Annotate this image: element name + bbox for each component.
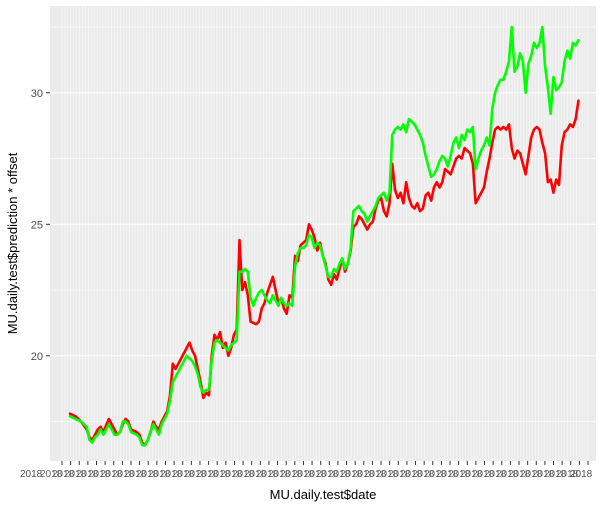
x-tick-label-overlap: 2018 — [160, 469, 183, 480]
x-tick-label-overlap: 2018 — [172, 469, 195, 480]
x-tick-label-overlap: 2018 — [76, 469, 99, 480]
x-tick-label-overlap: 2018 — [100, 469, 123, 480]
x-tick-label: 2018 — [570, 469, 593, 480]
x-tick-label-overlap: 2018 — [292, 469, 315, 480]
x-tick-label-overlap: 2018 — [508, 469, 531, 480]
x-tick-label-overlap: 2018 — [64, 469, 87, 480]
x-tick-label-overlap: 2018 — [472, 469, 495, 480]
x-tick-label-overlap: 2018 — [244, 469, 267, 480]
series-line-green — [68, 25, 580, 447]
x-tick-label-overlap: 2018 — [520, 469, 543, 480]
major-grid — [50, 92, 596, 357]
x-tick-label-overlap: 2018 — [280, 469, 303, 480]
x-tick-label-overlap: 2018 — [256, 469, 279, 480]
y-tick-label: 25 — [31, 219, 43, 231]
x-tick-label-overlap: 2018 — [376, 469, 399, 480]
x-tick-label-overlap: 2018 — [328, 469, 351, 480]
y-axis: 20 25 30 — [31, 88, 50, 363]
x-tick-label-overlap: 2018 — [448, 469, 471, 480]
x-axis: 2018201820182018201820182018201820182018… — [20, 461, 593, 480]
x-tick-label-overlap: 2018 — [148, 469, 171, 480]
x-tick-label-overlap: 2018 — [532, 469, 555, 480]
x-tick-label-overlap: 2018 — [112, 469, 135, 480]
x-tick-label-overlap: 2018 — [412, 469, 435, 480]
x-tick-label-overlap: 2018 — [136, 469, 159, 480]
x-tick-label-overlap: 2018 — [40, 469, 63, 480]
x-tick-label-overlap: 2018 — [52, 469, 75, 480]
x-tick-label-overlap: 2018 — [436, 469, 459, 480]
x-tick-label-overlap: 2018 — [556, 469, 579, 480]
x-tick-label-overlap: 2018 — [364, 469, 387, 480]
x-tick-label-overlap: 2018 — [124, 469, 147, 480]
x-tick-label-overlap: 2018 — [352, 469, 375, 480]
minor-grid — [50, 6, 596, 461]
x-tick-label-overlap: 2018 — [268, 469, 291, 480]
x-tick-label-overlap: 2018 — [388, 469, 411, 480]
y-axis-title: MU.daily.test$prediction * offset — [5, 152, 20, 334]
x-tick-label-overlap: 2018 — [400, 469, 423, 480]
series-layer — [68, 25, 580, 447]
x-tick-label-overlap: 2018 — [544, 469, 567, 480]
x-tick-label-overlap: 2018 — [484, 469, 507, 480]
x-tick-label-overlap: 2018 — [184, 469, 207, 480]
x-tick-label-overlap: 2018 — [424, 469, 447, 480]
x-axis-title: MU.daily.test$date — [270, 487, 377, 502]
y-tick-label: 20 — [31, 351, 43, 363]
x-tick-label-overlap: 2018 — [88, 469, 111, 480]
x-tick-label-overlap: 2018 — [340, 469, 363, 480]
x-tick-label-overlap: 2018 — [208, 469, 231, 480]
x-tick-label-overlap: 2018 — [316, 469, 339, 480]
x-tick-label: 2018 — [20, 469, 43, 480]
x-tick-label-overlap: 2018 — [496, 469, 519, 480]
y-tick-label: 30 — [31, 88, 43, 100]
x-tick-label-overlap: 2018 — [304, 469, 327, 480]
x-tick-label-overlap: 2018 — [196, 469, 219, 480]
x-tick-label-overlap: 2018 — [220, 469, 243, 480]
x-tick-label-overlap: 2018 — [460, 469, 483, 480]
x-tick-label-overlap: 2018 — [232, 469, 255, 480]
